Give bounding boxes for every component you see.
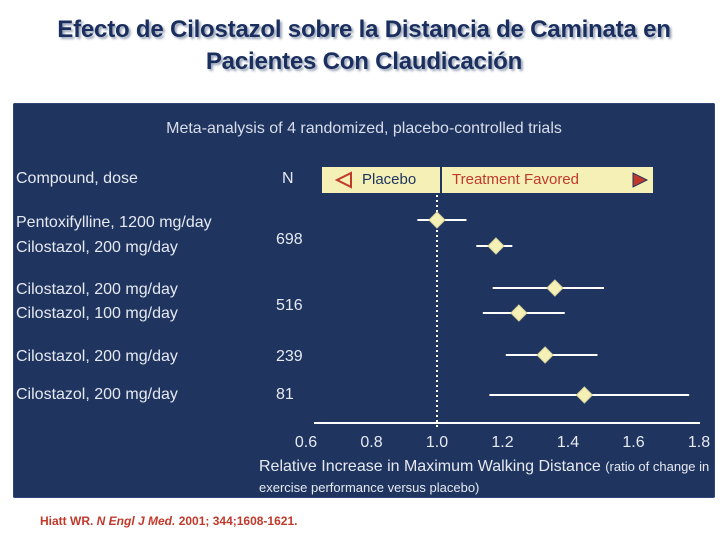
row-label-1: Pentoxifylline, 1200 mg/day bbox=[16, 214, 212, 231]
tick-label-7: 1.8 bbox=[687, 434, 711, 451]
n-value-698: 698 bbox=[276, 231, 303, 248]
point-estimate-4 bbox=[510, 304, 528, 322]
tick-label-2: 0.8 bbox=[360, 434, 383, 451]
tick-label-1: 0.6 bbox=[294, 434, 318, 451]
tick-label-5: 1.4 bbox=[556, 434, 580, 451]
row-label-2: Cilostazol, 200 mg/day bbox=[16, 239, 178, 256]
left-arrow-icon bbox=[334, 171, 352, 189]
tick-label-6: 1.6 bbox=[622, 434, 645, 451]
tick-label-4: 1.2 bbox=[491, 434, 514, 451]
point-estimate-5 bbox=[536, 346, 554, 364]
point-estimate-3 bbox=[546, 279, 564, 297]
n-header: N bbox=[282, 170, 294, 187]
row-label-3: Cilostazol, 200 mg/day bbox=[16, 281, 178, 298]
citation-details: 2001; 344;1608-1621. bbox=[175, 514, 298, 528]
chart-subtitle: Meta-analysis of 4 randomized, placebo-c… bbox=[166, 120, 562, 137]
point-estimate-1 bbox=[428, 211, 446, 229]
citation: Hiatt WR. N Engl J Med. 2001; 344;1608-1… bbox=[40, 514, 297, 528]
x-axis-title: Relative Increase in Maximum Walking Dis… bbox=[259, 458, 601, 475]
x-axis-note: (ratio of change in exercise performance… bbox=[259, 459, 710, 495]
slide-title-line2: Pacientes Con Claudicación bbox=[205, 48, 523, 75]
favored-legend: Placebo Treatment Favored bbox=[322, 167, 653, 193]
point-estimate-2 bbox=[487, 237, 505, 255]
n-value-81: 81 bbox=[276, 386, 294, 403]
n-value-516: 516 bbox=[276, 297, 303, 314]
row-label-6: Cilostazol, 200 mg/day bbox=[16, 386, 178, 403]
right-arrow-icon bbox=[632, 172, 649, 188]
compound-header: Compound, dose bbox=[16, 170, 138, 187]
citation-author: Hiatt WR. bbox=[40, 514, 97, 528]
placebo-label: Placebo bbox=[362, 171, 417, 188]
row-label-5: Cilostazol, 200 mg/day bbox=[16, 348, 178, 365]
row-label-4: Cilostazol, 100 mg/day bbox=[16, 305, 178, 322]
slide-title: Efecto de Cilostazol sobre la Distancia … bbox=[0, 14, 728, 78]
tick-label-3: 1.0 bbox=[425, 434, 449, 451]
legend-divider bbox=[440, 167, 442, 193]
citation-journal: N Engl J Med. bbox=[96, 514, 176, 528]
n-value-239: 239 bbox=[276, 348, 303, 365]
treatment-favored-label: Treatment Favored bbox=[452, 171, 579, 188]
point-estimate-6 bbox=[575, 386, 594, 404]
slide-title-line1: Efecto de Cilostazol sobre la Distancia … bbox=[57, 16, 671, 43]
x-axis-label: Relative Increase in Maximum Walking Dis… bbox=[259, 456, 719, 498]
